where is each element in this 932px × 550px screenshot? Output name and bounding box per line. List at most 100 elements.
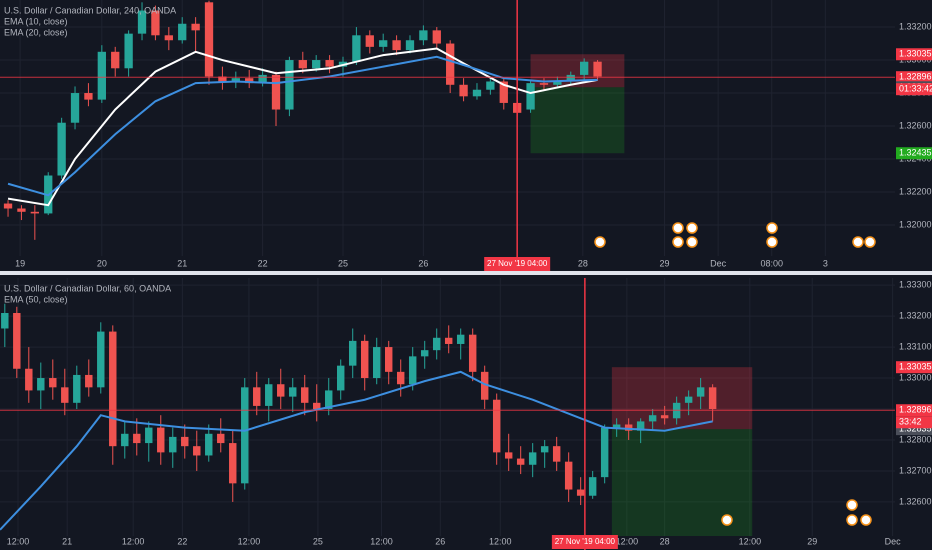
candle-body bbox=[3, 203, 13, 209]
candle-body bbox=[17, 208, 26, 212]
candle-body bbox=[1, 312, 9, 329]
candle-body bbox=[486, 81, 495, 90]
x-tick-label: 19 bbox=[15, 258, 25, 268]
event-icon bbox=[672, 236, 684, 248]
candle-body bbox=[648, 415, 657, 422]
pane: 1.320001.322001.324001.326001.328001.330… bbox=[0, 0, 932, 271]
candle-body bbox=[384, 347, 393, 372]
x-tick-label: 26 bbox=[435, 536, 445, 546]
candle-body bbox=[432, 337, 441, 351]
candle-body bbox=[612, 424, 621, 428]
plot bbox=[0, 0, 895, 256]
x-tick-label: Dec bbox=[885, 536, 902, 546]
x-tick-label: 12:00 bbox=[7, 536, 30, 546]
candle-body bbox=[636, 421, 645, 431]
candle-body bbox=[624, 424, 633, 431]
candle-body bbox=[157, 427, 165, 453]
ema-line bbox=[0, 370, 713, 531]
candle-body bbox=[379, 40, 388, 47]
event-icon bbox=[860, 514, 872, 526]
y-tick-label: 1.33300 bbox=[899, 279, 932, 289]
candle-body bbox=[360, 340, 369, 379]
candle-body bbox=[684, 396, 693, 403]
candle-body bbox=[57, 122, 66, 176]
candle-body bbox=[352, 35, 361, 62]
candle-body bbox=[193, 446, 201, 456]
target-zone bbox=[611, 429, 753, 536]
cursor-label-bg bbox=[551, 535, 618, 549]
y-tick-label: 1.32200 bbox=[899, 186, 932, 196]
candle-body bbox=[85, 374, 93, 388]
candle-body bbox=[285, 60, 294, 110]
price-label: 1.32835 bbox=[899, 424, 932, 434]
price-label-bg bbox=[896, 48, 932, 61]
candle-body bbox=[420, 350, 429, 357]
cursor-label: 27 Nov '19 04:00 bbox=[555, 537, 616, 546]
candle-body bbox=[97, 51, 106, 100]
price-label: 1.33035 bbox=[899, 362, 932, 372]
price-label: 1.33035 bbox=[899, 49, 932, 59]
event-icon bbox=[766, 236, 778, 248]
countdown-bg bbox=[896, 83, 932, 96]
x-tick-label: 25 bbox=[313, 536, 323, 546]
price-label-bg bbox=[896, 147, 932, 160]
candle-body bbox=[61, 387, 69, 403]
x-tick-label: 22 bbox=[258, 258, 268, 268]
y-tick-label: 1.33200 bbox=[899, 21, 932, 31]
x-tick-label: 21 bbox=[62, 536, 72, 546]
x-tick-label: 12:00 bbox=[489, 536, 512, 546]
candle-body bbox=[528, 452, 537, 465]
candle-body bbox=[164, 35, 173, 41]
x-tick-label: 26 bbox=[418, 258, 428, 268]
x-tick-label: 28 bbox=[660, 536, 670, 546]
candle-body bbox=[325, 390, 333, 410]
candle-body bbox=[137, 10, 147, 34]
candle-body bbox=[124, 33, 133, 69]
candle-body bbox=[13, 312, 21, 369]
candle-body bbox=[312, 60, 321, 69]
candle-body bbox=[552, 446, 561, 462]
candle-body bbox=[84, 93, 93, 100]
event-icon bbox=[594, 236, 606, 248]
event-icon bbox=[864, 236, 876, 248]
price-label-bg bbox=[896, 404, 932, 417]
candle-body bbox=[593, 61, 602, 77]
candle-body bbox=[600, 427, 609, 478]
candle-body bbox=[708, 387, 717, 410]
candle-body bbox=[396, 371, 405, 385]
candle-body bbox=[566, 74, 575, 82]
candle-body bbox=[564, 461, 573, 490]
legend-entry: EMA (20, close) bbox=[4, 27, 68, 37]
candle-body bbox=[349, 340, 357, 366]
candle-body bbox=[271, 74, 281, 110]
stop-zone bbox=[611, 367, 753, 430]
candle-body bbox=[408, 356, 417, 385]
legend-entry: EMA (50, close) bbox=[4, 294, 68, 304]
candle-body bbox=[178, 23, 187, 41]
candle-body bbox=[392, 40, 401, 51]
candle-body bbox=[277, 384, 285, 397]
candle-body bbox=[325, 60, 334, 67]
y-tick-label: 1.32000 bbox=[899, 219, 932, 229]
candle-body bbox=[169, 436, 177, 453]
price-label-bg bbox=[896, 361, 932, 374]
x-tick-label: 20 bbox=[97, 258, 107, 268]
candle-body bbox=[526, 83, 535, 110]
x-tick-label: 29 bbox=[807, 536, 817, 546]
price-label: 1.32896 bbox=[899, 405, 932, 415]
event-icon bbox=[721, 514, 733, 526]
candle-body bbox=[245, 78, 254, 84]
candle-body bbox=[540, 446, 549, 453]
candle-body bbox=[432, 30, 441, 44]
x-tick-label: 28 bbox=[578, 258, 588, 268]
candle-body bbox=[265, 384, 273, 406]
y-tick-label: 1.32600 bbox=[899, 496, 932, 506]
cursor-label: 27 Nov '19 04:00 bbox=[487, 259, 548, 268]
y-tick-label: 1.33100 bbox=[899, 341, 932, 351]
candle-body bbox=[109, 331, 117, 447]
candle-body bbox=[337, 365, 345, 391]
candle-body bbox=[660, 415, 669, 419]
x-tick-label: Dec bbox=[710, 258, 727, 268]
candle-body bbox=[313, 402, 321, 410]
